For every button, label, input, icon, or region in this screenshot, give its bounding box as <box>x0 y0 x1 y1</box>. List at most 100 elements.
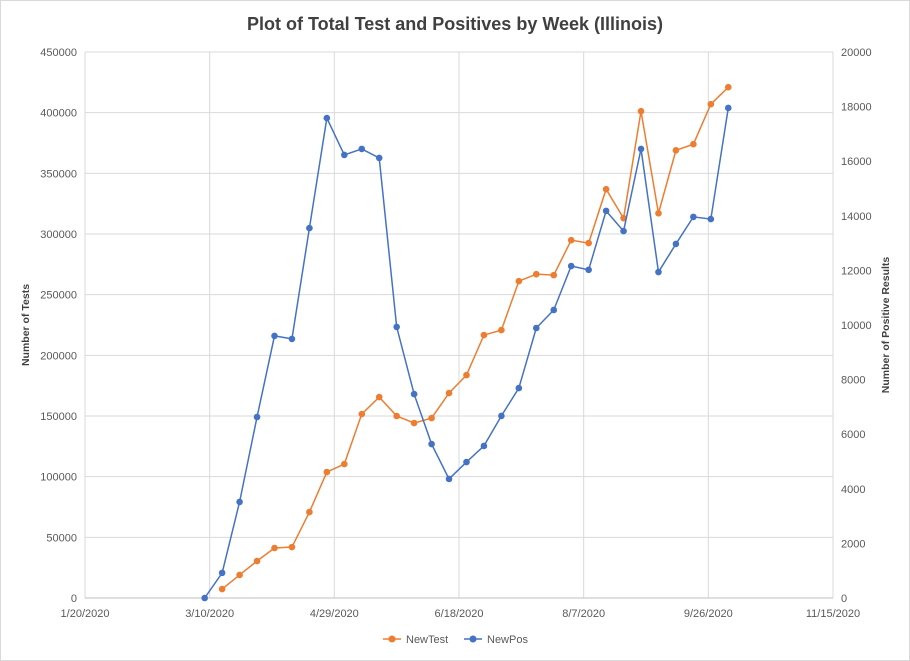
point-newpos <box>480 442 488 450</box>
x-tick-label: 4/29/2020 <box>310 608 359 620</box>
y2-tick-label: 10000 <box>841 320 872 332</box>
x-tick-label: 6/18/2020 <box>435 608 484 620</box>
legend-marker-newtest <box>388 635 396 643</box>
y2-tick-label: 18000 <box>841 102 872 114</box>
point-newpos <box>690 213 697 221</box>
legend-label-newpos: NewPos <box>487 634 528 646</box>
point-newtest <box>480 331 488 339</box>
x-tick-label: 3/10/2020 <box>185 608 234 620</box>
y-tick-label: 0 <box>71 593 77 605</box>
point-newpos <box>550 306 558 314</box>
y2-tick-label: 8000 <box>841 375 865 387</box>
point-newpos <box>672 240 680 248</box>
point-newpos <box>515 384 523 392</box>
legend-item-newpos: NewPos <box>464 634 528 646</box>
point-newtest <box>358 410 366 418</box>
legend: NewTest NewPos <box>383 634 528 646</box>
point-newpos <box>410 390 418 398</box>
point-newpos <box>463 458 470 466</box>
point-newpos <box>567 262 575 270</box>
point-newpos <box>201 594 208 602</box>
y-tick-label: 150000 <box>40 411 77 423</box>
point-newtest <box>602 185 610 193</box>
point-newpos <box>218 569 226 577</box>
point-newtest <box>585 239 592 247</box>
point-newtest <box>323 468 331 476</box>
y-tick-label: 50000 <box>46 532 77 544</box>
point-newpos <box>637 145 645 153</box>
legend-marker-newpos <box>469 635 477 643</box>
x-axis-ticks: 1/20/2020 3/10/2020 4/29/2020 6/18/2020 8/7/… <box>61 608 861 620</box>
point-newtest <box>375 393 383 401</box>
point-newtest <box>498 326 505 334</box>
y2-axis-label: Number of Positive Results <box>880 257 892 394</box>
point-newtest <box>515 277 523 285</box>
point-newtest <box>428 414 435 422</box>
y2-tick-label: 0 <box>841 593 847 605</box>
y-tick-label: 350000 <box>40 168 77 180</box>
point-newpos <box>341 151 348 159</box>
point-newtest <box>672 146 680 154</box>
point-newpos <box>323 114 331 122</box>
point-newpos <box>236 498 243 506</box>
point-newtest <box>532 270 540 278</box>
point-newpos <box>724 104 732 112</box>
y2-tick-label: 4000 <box>841 484 865 496</box>
y2-tick-label: 12000 <box>841 265 872 277</box>
right-axis-ticks: 0 2000 4000 6000 8000 10000 12000 14000 16000 180… <box>841 47 872 605</box>
point-newpos <box>306 224 313 232</box>
x-tick-label: 11/15/2020 <box>806 608 860 620</box>
y2-tick-label: 16000 <box>841 156 872 168</box>
point-newtest <box>445 389 453 397</box>
point-newpos <box>585 266 592 274</box>
point-newtest <box>306 508 313 516</box>
point-newpos <box>602 207 610 215</box>
point-newpos <box>271 332 278 340</box>
point-newtest <box>393 412 400 420</box>
point-newpos <box>707 215 715 223</box>
point-newpos <box>620 227 627 235</box>
x-tick-label: 8/7/2020 <box>562 608 605 620</box>
point-newtest <box>288 543 296 551</box>
gridlines <box>84 51 834 599</box>
point-newpos <box>288 335 296 343</box>
point-newtest <box>707 100 715 108</box>
x-tick-label: 9/26/2020 <box>684 608 733 620</box>
point-newpos <box>375 154 383 162</box>
point-newtest <box>271 544 278 552</box>
point-newtest <box>236 571 243 579</box>
series-newpos <box>201 104 732 602</box>
point-newtest <box>567 236 575 244</box>
point-newtest <box>724 83 732 91</box>
point-newpos <box>655 268 662 276</box>
point-newpos <box>393 323 400 331</box>
point-newtest <box>341 460 348 468</box>
point-newtest <box>637 107 645 115</box>
y-tick-label: 200000 <box>40 350 77 362</box>
y-tick-label: 450000 <box>40 47 77 59</box>
point-newpos <box>532 324 540 332</box>
y2-tick-label: 2000 <box>841 538 865 550</box>
point-newtest <box>410 419 418 427</box>
point-newpos <box>253 413 261 421</box>
y-tick-label: 400000 <box>40 108 77 120</box>
point-newpos <box>445 475 453 483</box>
point-newtest <box>655 209 662 217</box>
line-newtest <box>221 86 729 590</box>
point-newtest <box>690 140 697 148</box>
point-newtest <box>253 557 261 565</box>
y-axis-label: Number of Tests <box>20 284 32 366</box>
point-newpos <box>358 145 366 153</box>
series-newtest <box>218 83 732 593</box>
chart-title: Plot of Total Test and Positives by Week… <box>247 14 663 34</box>
point-newtest <box>218 585 226 593</box>
y2-tick-label: 6000 <box>841 429 865 441</box>
legend-label-newtest: NewTest <box>406 634 448 646</box>
x-tick-label: 1/20/2020 <box>61 608 110 620</box>
y-tick-label: 300000 <box>40 229 77 241</box>
left-axis-ticks: 0 50000 100000 150000 200000 250000 300000 3500… <box>40 47 77 605</box>
point-newpos <box>498 412 505 420</box>
y2-tick-label: 20000 <box>841 47 872 59</box>
